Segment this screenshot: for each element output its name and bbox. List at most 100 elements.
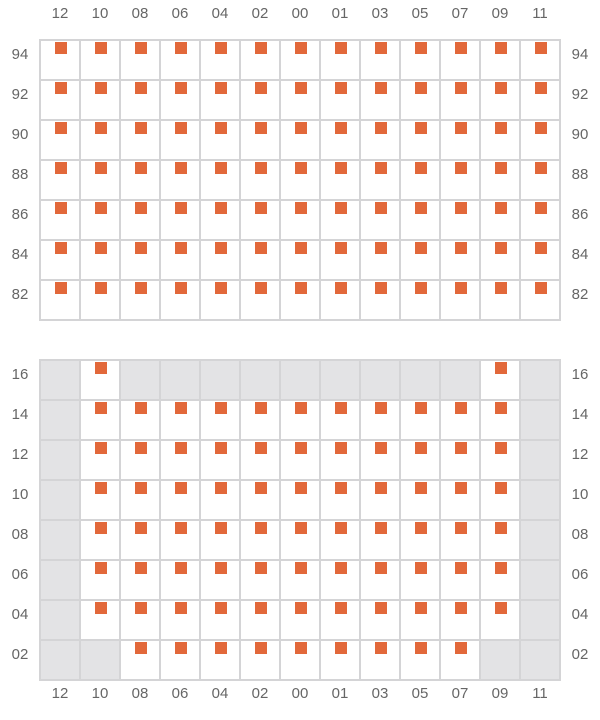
seat-94-08[interactable] (135, 42, 147, 54)
seat-84-11[interactable] (535, 242, 547, 254)
seat-84-08[interactable] (135, 242, 147, 254)
seat-14-03[interactable] (375, 402, 387, 414)
seat-82-05[interactable] (415, 282, 427, 294)
seat-86-09[interactable] (495, 202, 507, 214)
seat-90-04[interactable] (215, 122, 227, 134)
seat-04-07[interactable] (455, 602, 467, 614)
seat-88-12[interactable] (55, 162, 67, 174)
seat-90-01[interactable] (335, 122, 347, 134)
seat-84-10[interactable] (95, 242, 107, 254)
seat-92-06[interactable] (175, 82, 187, 94)
seat-06-00[interactable] (295, 562, 307, 574)
seat-90-02[interactable] (255, 122, 267, 134)
seat-82-09[interactable] (495, 282, 507, 294)
seat-02-06[interactable] (175, 642, 187, 654)
seat-92-02[interactable] (255, 82, 267, 94)
seat-88-00[interactable] (295, 162, 307, 174)
seat-90-08[interactable] (135, 122, 147, 134)
seat-02-04[interactable] (215, 642, 227, 654)
seat-84-07[interactable] (455, 242, 467, 254)
seat-84-02[interactable] (255, 242, 267, 254)
seat-92-10[interactable] (95, 82, 107, 94)
seat-10-03[interactable] (375, 482, 387, 494)
seat-12-06[interactable] (175, 442, 187, 454)
seat-86-12[interactable] (55, 202, 67, 214)
seat-10-10[interactable] (95, 482, 107, 494)
seat-82-07[interactable] (455, 282, 467, 294)
seat-88-06[interactable] (175, 162, 187, 174)
seat-94-07[interactable] (455, 42, 467, 54)
seat-02-03[interactable] (375, 642, 387, 654)
seat-06-02[interactable] (255, 562, 267, 574)
seat-92-04[interactable] (215, 82, 227, 94)
seat-12-07[interactable] (455, 442, 467, 454)
seat-14-10[interactable] (95, 402, 107, 414)
seat-10-02[interactable] (255, 482, 267, 494)
seat-04-05[interactable] (415, 602, 427, 614)
seat-10-04[interactable] (215, 482, 227, 494)
seat-14-01[interactable] (335, 402, 347, 414)
seat-84-05[interactable] (415, 242, 427, 254)
seat-90-12[interactable] (55, 122, 67, 134)
seat-04-10[interactable] (95, 602, 107, 614)
seat-06-08[interactable] (135, 562, 147, 574)
seat-08-04[interactable] (215, 522, 227, 534)
seat-84-12[interactable] (55, 242, 67, 254)
seat-02-05[interactable] (415, 642, 427, 654)
seat-12-03[interactable] (375, 442, 387, 454)
seat-88-03[interactable] (375, 162, 387, 174)
seat-02-00[interactable] (295, 642, 307, 654)
seat-86-08[interactable] (135, 202, 147, 214)
seat-86-05[interactable] (415, 202, 427, 214)
seat-08-01[interactable] (335, 522, 347, 534)
seat-12-01[interactable] (335, 442, 347, 454)
seat-88-09[interactable] (495, 162, 507, 174)
seat-04-01[interactable] (335, 602, 347, 614)
seat-12-09[interactable] (495, 442, 507, 454)
seat-92-01[interactable] (335, 82, 347, 94)
seat-84-01[interactable] (335, 242, 347, 254)
seat-92-08[interactable] (135, 82, 147, 94)
seat-02-08[interactable] (135, 642, 147, 654)
seat-84-00[interactable] (295, 242, 307, 254)
seat-10-05[interactable] (415, 482, 427, 494)
seat-06-01[interactable] (335, 562, 347, 574)
seat-14-05[interactable] (415, 402, 427, 414)
seat-08-05[interactable] (415, 522, 427, 534)
seat-04-08[interactable] (135, 602, 147, 614)
seat-04-09[interactable] (495, 602, 507, 614)
seat-88-08[interactable] (135, 162, 147, 174)
seat-10-00[interactable] (295, 482, 307, 494)
seat-86-00[interactable] (295, 202, 307, 214)
seat-88-02[interactable] (255, 162, 267, 174)
seat-84-04[interactable] (215, 242, 227, 254)
seat-06-05[interactable] (415, 562, 427, 574)
seat-14-09[interactable] (495, 402, 507, 414)
seat-82-11[interactable] (535, 282, 547, 294)
seat-94-04[interactable] (215, 42, 227, 54)
seat-88-07[interactable] (455, 162, 467, 174)
seat-90-00[interactable] (295, 122, 307, 134)
seat-92-05[interactable] (415, 82, 427, 94)
seat-12-02[interactable] (255, 442, 267, 454)
seat-86-11[interactable] (535, 202, 547, 214)
seat-92-00[interactable] (295, 82, 307, 94)
seat-14-08[interactable] (135, 402, 147, 414)
seat-04-03[interactable] (375, 602, 387, 614)
seat-86-01[interactable] (335, 202, 347, 214)
seat-88-10[interactable] (95, 162, 107, 174)
seat-06-03[interactable] (375, 562, 387, 574)
seat-90-03[interactable] (375, 122, 387, 134)
seat-12-08[interactable] (135, 442, 147, 454)
seat-10-01[interactable] (335, 482, 347, 494)
seat-08-03[interactable] (375, 522, 387, 534)
seat-82-06[interactable] (175, 282, 187, 294)
seat-82-10[interactable] (95, 282, 107, 294)
seat-06-10[interactable] (95, 562, 107, 574)
seat-88-11[interactable] (535, 162, 547, 174)
seat-94-05[interactable] (415, 42, 427, 54)
seat-92-09[interactable] (495, 82, 507, 94)
seat-86-02[interactable] (255, 202, 267, 214)
seat-94-00[interactable] (295, 42, 307, 54)
seat-08-10[interactable] (95, 522, 107, 534)
